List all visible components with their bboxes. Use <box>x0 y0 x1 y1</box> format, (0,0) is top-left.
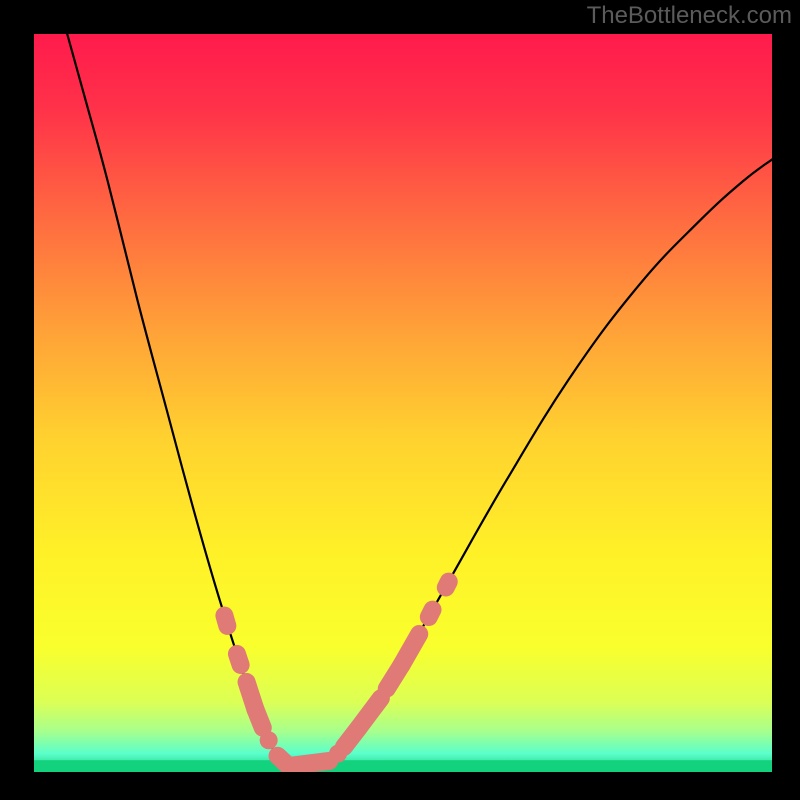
highlight-segment <box>255 709 262 727</box>
highlight-segment <box>446 582 449 588</box>
highlight-segment <box>289 761 330 766</box>
highlight-segment <box>224 616 227 626</box>
watermark-label: TheBottleneck.com <box>587 2 792 30</box>
plot-area <box>34 34 772 772</box>
bottom-green-band <box>34 760 772 772</box>
highlight-segment <box>429 610 433 617</box>
canvas: TheBottleneck.com <box>0 0 800 800</box>
highlight-segment <box>237 654 241 665</box>
chart-svg <box>0 0 800 800</box>
